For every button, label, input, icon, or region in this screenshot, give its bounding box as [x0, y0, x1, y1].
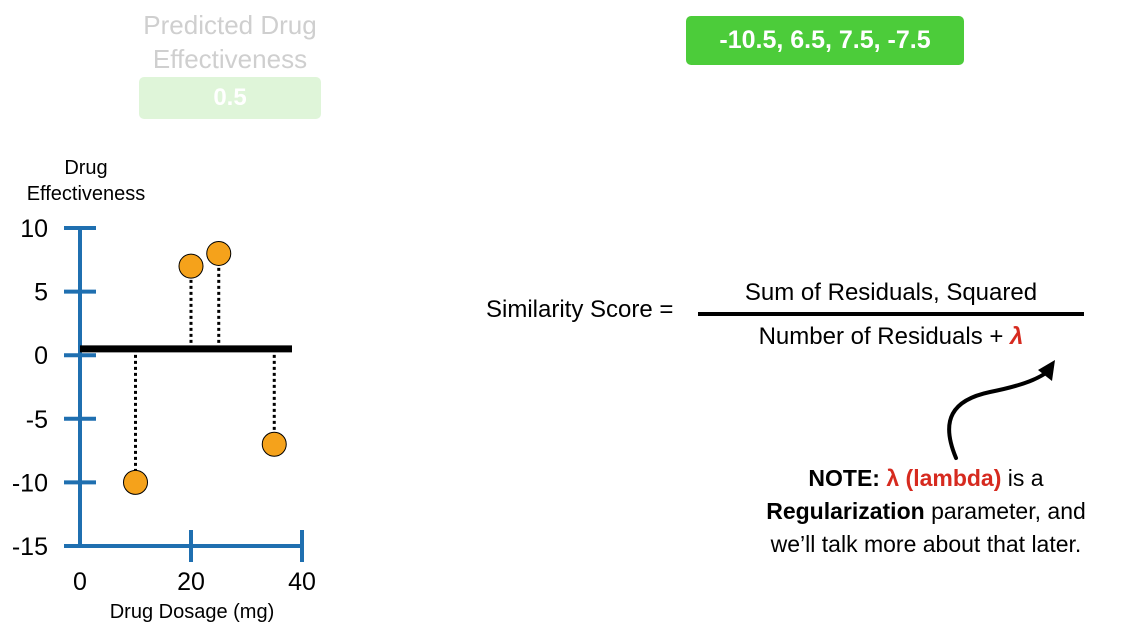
fraction-numerator: Sum of Residuals, Squared [744, 279, 1038, 306]
residuals-box: -10.5, 6.5, 7.5, -7.5 [686, 16, 964, 65]
note-line2-rest: parameter, and [931, 498, 1086, 524]
y-axis-label-line1: Drug [64, 157, 107, 179]
residuals-values: -10.5, 6.5, 7.5, -7.5 [719, 26, 931, 54]
y-tick-label: -10 [12, 469, 48, 497]
predicted-value-box: 0.5 [139, 77, 321, 119]
note-prefix: NOTE: [808, 465, 880, 491]
denominator-text: Number of Residuals + [758, 323, 1004, 350]
fraction-bar [698, 312, 1084, 316]
data-point [206, 240, 232, 266]
y-tick-label: 5 [34, 279, 48, 307]
y-tick-label: 10 [20, 215, 48, 243]
fraction-denominator: Number of Residuals + λ [698, 322, 1084, 352]
lambda-symbol: λ [1010, 323, 1024, 350]
note-line1-rest: is a [1007, 465, 1044, 491]
axes: 10 5 0 -5 -10 -15 0 20 40 [12, 215, 316, 596]
note-regularization: Regularization [766, 498, 925, 524]
note-line1: NOTE: λ (lambda) is a [716, 462, 1136, 495]
x-tick-label: 40 [288, 568, 316, 596]
note-text: NOTE: λ (lambda) is a Regularization par… [716, 462, 1136, 561]
data-point [123, 469, 148, 495]
data-point [178, 253, 204, 279]
y-tick-label: 0 [34, 342, 48, 370]
chart-marks [80, 240, 292, 495]
x-tick-label: 0 [73, 568, 87, 596]
y-axis-label-line2: Effectiveness [27, 183, 146, 205]
predicted-effectiveness-title: Predicted Drug Effectiveness [143, 10, 317, 74]
y-tick-label: -5 [26, 406, 48, 434]
predicted-value: 0.5 [213, 84, 247, 111]
x-axis-label: Drug Dosage (mg) [110, 601, 275, 623]
x-tick-label: 20 [177, 568, 205, 596]
similarity-fraction: Sum of Residuals, Squared Number of Resi… [698, 278, 1084, 352]
y-tick-label: -15 [12, 533, 48, 561]
note-line3: we’ll talk more about that later. [770, 531, 1082, 557]
similarity-score-label: Similarity Score = [486, 296, 674, 323]
data-point [261, 431, 287, 457]
note-line2: Regularization parameter, and [716, 495, 1136, 528]
note-lambda: λ (lambda) [886, 465, 1002, 491]
